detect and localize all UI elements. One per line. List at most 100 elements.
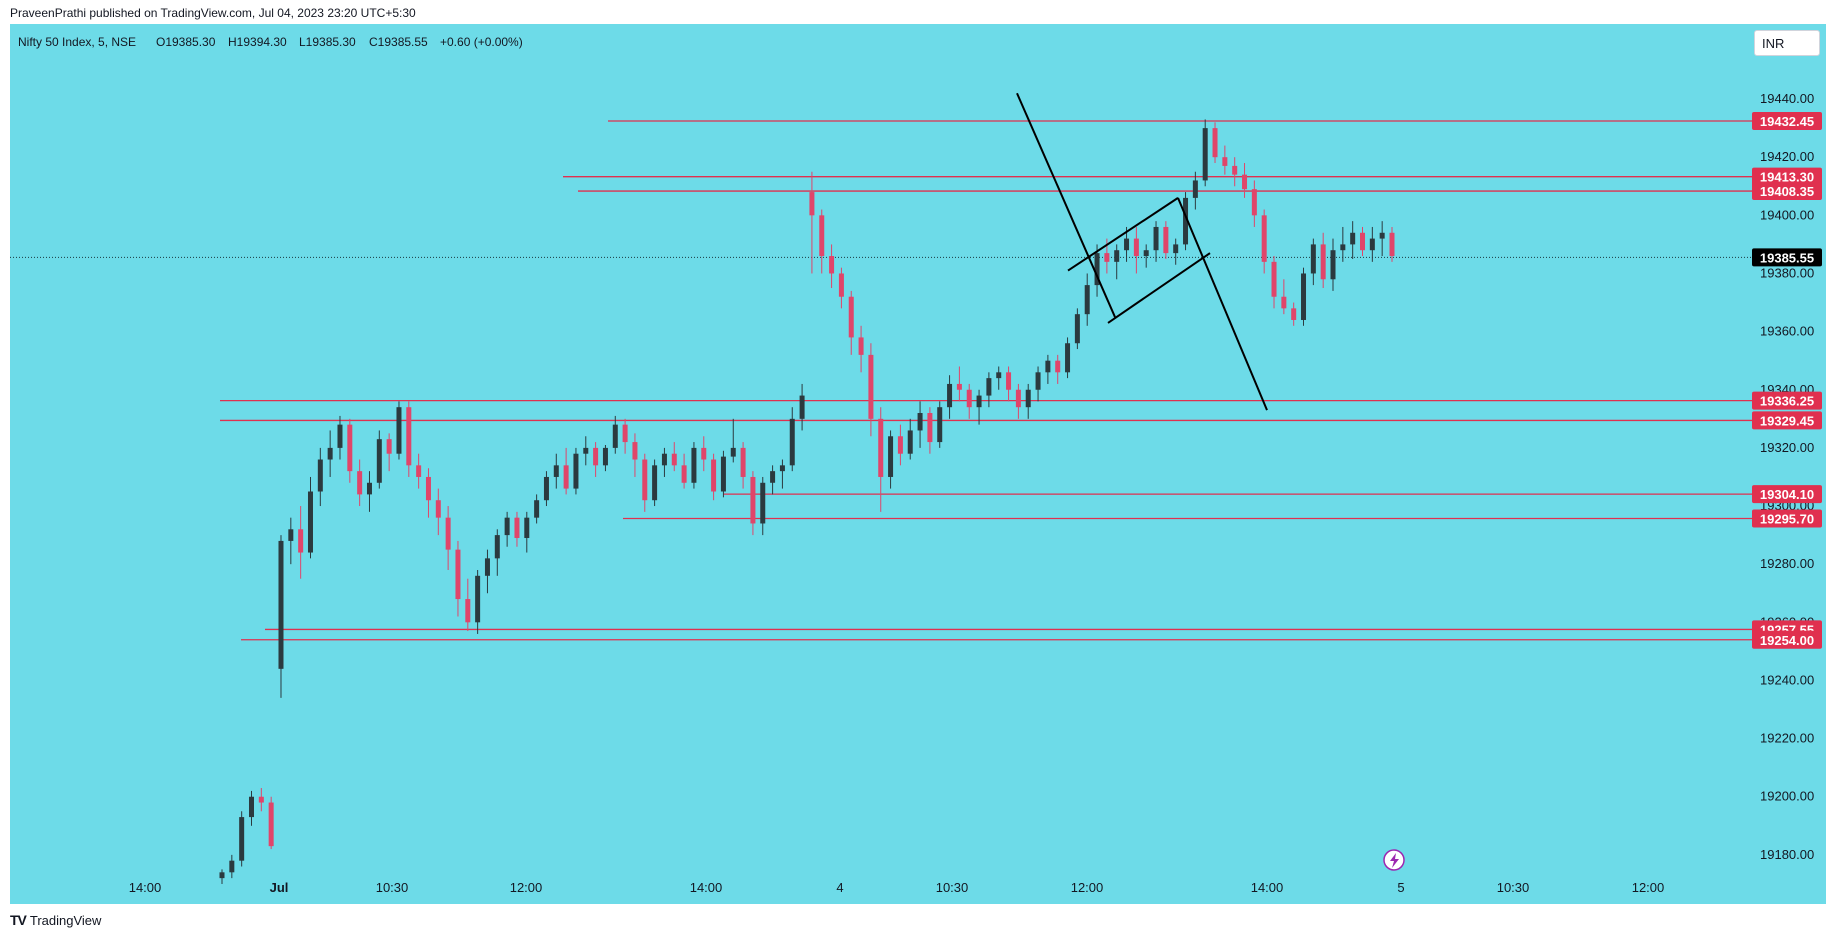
candle-body <box>307 491 313 553</box>
currency-selector[interactable]: INR <box>1754 30 1820 56</box>
level-price-tag <box>1752 630 1822 649</box>
candle-body <box>573 453 579 489</box>
level-price-tag <box>1752 509 1822 528</box>
chart-background <box>10 24 1826 904</box>
candle-body <box>947 383 953 408</box>
candle-body <box>1104 253 1110 262</box>
x-tick-label: 12:00 <box>510 880 543 895</box>
candle-body <box>652 465 658 501</box>
candle-body <box>298 529 304 553</box>
candle-body <box>1271 261 1277 297</box>
x-tick-label: 4 <box>836 880 843 895</box>
level-price-text: 19408.35 <box>1760 184 1814 199</box>
y-tick-label: 19180.00 <box>1760 847 1814 862</box>
candle-body <box>1192 180 1198 198</box>
candle-body <box>425 476 431 501</box>
candle-body <box>268 802 274 847</box>
candle-body <box>1084 285 1090 315</box>
candle-body <box>1340 244 1346 251</box>
trendline-flag-upper <box>1067 197 1179 272</box>
candle-body <box>730 447 736 457</box>
candle-body <box>524 517 530 539</box>
y-tick-label: 19380.00 <box>1760 265 1814 280</box>
y-tick-label: 19280.00 <box>1760 556 1814 571</box>
candle-body <box>1074 314 1080 344</box>
candle-body <box>1301 273 1307 320</box>
candle-body <box>632 442 638 460</box>
y-tick-label: 19400.00 <box>1760 207 1814 222</box>
candle-body <box>445 517 451 550</box>
candle-body <box>809 192 815 216</box>
candle-body <box>1015 389 1021 408</box>
footer-brand-text: TradingView <box>29 912 102 928</box>
candle-body <box>888 436 894 477</box>
candle-body <box>996 372 1002 379</box>
lightning-icon[interactable] <box>1383 849 1405 871</box>
candle-body <box>1163 226 1169 254</box>
level-price-tag <box>1752 485 1822 504</box>
candle-body <box>1153 226 1159 251</box>
last-price-text: 19385.55 <box>1760 250 1814 265</box>
candle-body <box>543 476 549 501</box>
legend-open: O19385.30 <box>156 35 216 49</box>
trendlines <box>1016 92 1268 411</box>
candle-body <box>258 796 264 803</box>
candle-body <box>1379 232 1385 239</box>
candle-body <box>465 599 471 623</box>
candle-body <box>897 436 903 454</box>
candle-body <box>1281 296 1287 309</box>
candle-body <box>681 465 687 483</box>
candle-body <box>1035 372 1041 390</box>
candle-body <box>1291 308 1297 320</box>
time-axis[interactable]: 14:00 Jul 10:30 12:00 14:00 4 10:30 12:00 14:00 5… <box>129 880 1665 895</box>
candle-body <box>671 453 677 466</box>
candle-body <box>484 558 490 576</box>
candle-body <box>435 500 441 518</box>
candle-body <box>1261 215 1267 262</box>
level-price-tag <box>1752 411 1822 430</box>
y-tick-label: 19240.00 <box>1760 672 1814 687</box>
candle-body <box>760 482 766 524</box>
candle-body <box>1045 360 1051 373</box>
candle-body <box>838 273 844 297</box>
x-tick-label: 10:30 <box>936 880 969 895</box>
legend-close: C19385.55 <box>369 35 428 49</box>
x-tick-label: 5 <box>1397 880 1404 895</box>
candle-body <box>317 459 323 492</box>
y-tick-label: 19220.00 <box>1760 731 1814 746</box>
level-price-tag <box>1752 112 1822 130</box>
candle-body <box>1360 232 1366 251</box>
candle-body <box>799 395 805 419</box>
candle-body <box>927 413 933 443</box>
candle-body <box>327 447 333 460</box>
publisher-caption: PraveenPrathi published on TradingView.c… <box>10 6 416 20</box>
ohlc-legend: Nifty 50 Index, 5, NSE O19385.30 H19394.… <box>18 35 523 49</box>
candle-body <box>1242 174 1248 190</box>
candle-body <box>376 439 382 483</box>
candle-body <box>1212 128 1218 158</box>
candle-body <box>1114 250 1120 262</box>
candle-body <box>1143 250 1149 257</box>
level-price-tag <box>1752 167 1822 186</box>
candle-body <box>406 407 412 466</box>
y-tick-label: 19320.00 <box>1760 440 1814 455</box>
candle-body <box>829 256 835 274</box>
candle-body <box>1350 232 1356 245</box>
candle-body <box>917 413 923 431</box>
level-price-text: 19254.00 <box>1760 633 1814 648</box>
candle-body <box>986 378 992 396</box>
candle-body <box>1094 253 1100 286</box>
level-price-text: 19336.25 <box>1760 394 1814 409</box>
candle-body <box>288 529 294 541</box>
candle-body <box>534 500 540 518</box>
candle-body <box>770 471 776 483</box>
candle-body <box>563 465 569 489</box>
candle-body <box>248 796 254 818</box>
level-price-text: 19295.70 <box>1760 512 1814 527</box>
legend-symbol: Nifty 50 Index, 5, NSE <box>18 35 136 49</box>
candle-body <box>858 337 864 355</box>
candle-body <box>494 535 500 559</box>
candle-body <box>1173 244 1179 254</box>
candle-body <box>937 407 943 443</box>
